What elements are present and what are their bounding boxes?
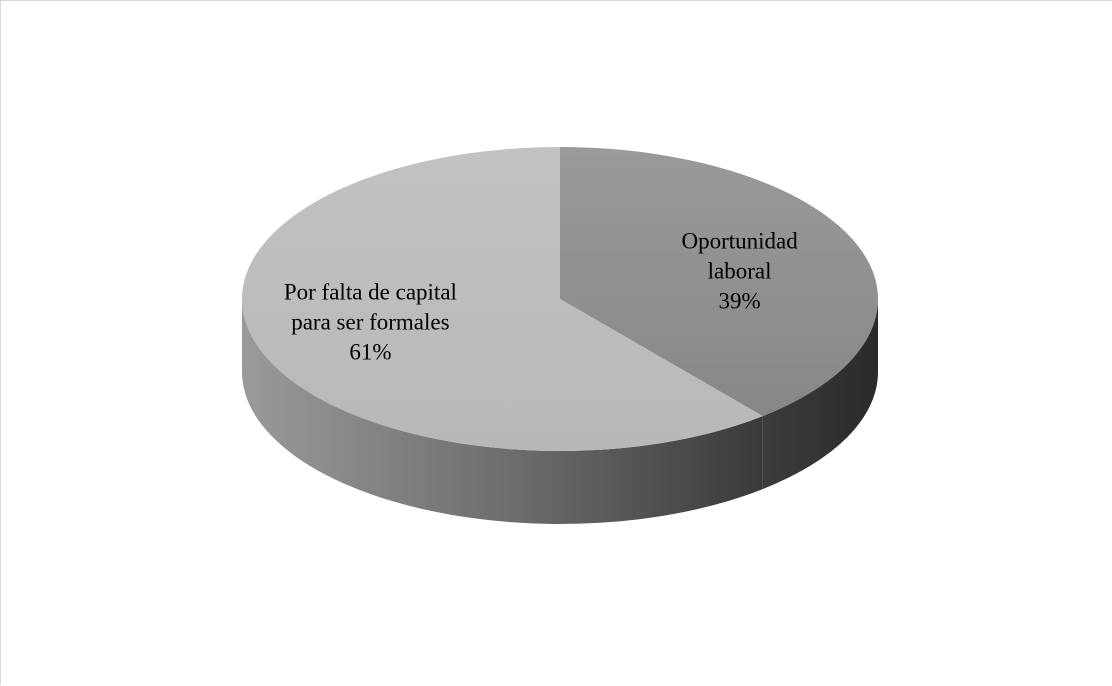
- pie-slice-side: [242, 299, 763, 524]
- pie-slice-label: Por falta de capital para ser formales 61%: [284, 280, 457, 365]
- pie-slice-label-line: Oportunidad: [681, 228, 798, 253]
- pie-tops: [241, 147, 878, 452]
- pie-labels: Oportunidad laboral 39% Por falta de capita…: [284, 228, 798, 364]
- pie-slice-label: Oportunidad laboral 39%: [681, 228, 798, 313]
- pie-slice-value: 61%: [349, 340, 391, 365]
- pie-slice-label-line: para ser formales: [291, 310, 449, 335]
- pie-sides: [242, 299, 878, 524]
- pie-slice-label-line: laboral: [708, 258, 772, 283]
- pie-slice-value: 39%: [719, 288, 761, 313]
- pie-slice[interactable]: [560, 147, 878, 417]
- pie-slice-label-line: Por falta de capital: [284, 280, 457, 305]
- pie-slice-side: [762, 299, 878, 490]
- pie-slice[interactable]: [241, 147, 763, 452]
